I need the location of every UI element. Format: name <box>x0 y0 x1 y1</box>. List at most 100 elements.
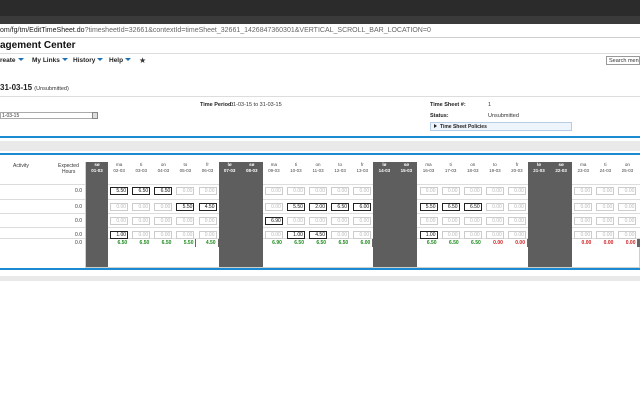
favorite-star-icon[interactable]: ★ <box>139 56 147 65</box>
hours-input[interactable]: 6.00 <box>353 203 372 211</box>
hours-input[interactable]: 0.00 <box>441 231 460 239</box>
day-header: lø 21-03 <box>528 162 550 174</box>
hours-input[interactable]: 0.00 <box>618 187 637 195</box>
hours-input[interactable]: 6.50 <box>154 187 173 195</box>
hours-input[interactable]: 0.00 <box>176 217 195 225</box>
hours-input[interactable]: 0.00 <box>198 231 217 239</box>
menu-create[interactable]: reate <box>0 57 24 64</box>
hours-input[interactable]: 0.00 <box>309 217 327 225</box>
hours-input[interactable]: 0.00 <box>286 217 305 225</box>
hours-input[interactable]: 6.50 <box>441 203 460 211</box>
address-bar[interactable]: om/fg/tm/EditTimeSheet.do?timesheetId=32… <box>0 24 640 38</box>
hours-input[interactable]: 0.00 <box>485 203 504 211</box>
hours-input[interactable]: 0.00 <box>596 231 615 239</box>
hours-input[interactable]: 0.00 <box>507 231 526 239</box>
day-header: ti 03-03 <box>130 162 152 174</box>
hours-input[interactable]: 0.00 <box>507 187 526 195</box>
hours-input[interactable]: 6.50 <box>463 203 482 211</box>
hours-input[interactable]: 0.00 <box>419 217 438 225</box>
hours-input[interactable]: 0.00 <box>110 217 129 225</box>
hours-input[interactable]: 0.00 <box>574 203 593 211</box>
search-menu-input[interactable]: Search menu <box>606 56 640 65</box>
day-date: 21-03 <box>533 168 545 173</box>
day-header: lø 14-03 <box>373 162 395 174</box>
hours-input[interactable]: 1.00 <box>419 231 438 239</box>
hours-input[interactable]: 0.00 <box>176 187 195 195</box>
hours-input[interactable]: 0.00 <box>331 231 350 239</box>
hours-input[interactable]: 0.00 <box>264 187 283 195</box>
sheet-number-value: 1 <box>488 102 492 108</box>
hours-input[interactable]: 0.00 <box>463 187 482 195</box>
hours-input[interactable]: 0.00 <box>463 231 482 239</box>
hours-input[interactable]: 1.00 <box>286 231 305 239</box>
hours-input[interactable]: 0.00 <box>154 217 173 225</box>
hours-input[interactable]: 0.00 <box>441 187 460 195</box>
hours-input[interactable]: 0.00 <box>353 217 372 225</box>
weekend-column: sø 22-03 <box>550 162 573 268</box>
hours-input[interactable]: 0.00 <box>309 187 327 195</box>
time-sheet-policies[interactable]: Time Sheet Policies <box>430 122 572 131</box>
hours-input[interactable]: 0.00 <box>154 203 173 211</box>
hours-input[interactable]: 6.50 <box>132 187 151 195</box>
hours-input[interactable]: 0.00 <box>353 187 372 195</box>
day-header: fr 20-03 <box>506 162 528 174</box>
hours-input[interactable]: 0.00 <box>331 217 350 225</box>
period-input[interactable]: 1-03-15 <box>0 112 97 119</box>
hours-input[interactable]: 5.50 <box>286 203 305 211</box>
hours-input[interactable]: 0.00 <box>353 231 372 239</box>
hours-input[interactable]: 0.00 <box>132 217 151 225</box>
day-header: sø 15-03 <box>395 162 417 174</box>
calendar-icon[interactable] <box>92 112 98 119</box>
hours-input[interactable]: 6.90 <box>264 217 283 225</box>
hours-input[interactable]: 5.50 <box>419 203 438 211</box>
hours-input[interactable]: 4.50 <box>198 203 217 211</box>
url-query: ?timesheetId=32661&contextId=timeSheet_3… <box>84 27 431 34</box>
hours-input[interactable]: 0.00 <box>574 187 593 195</box>
hours-input[interactable]: 0.00 <box>596 203 615 211</box>
hours-input[interactable]: 0.00 <box>618 203 637 211</box>
hours-input[interactable]: 0.00 <box>596 217 615 225</box>
daily-total: 6.50 <box>448 240 459 246</box>
hours-input[interactable]: 0.00 <box>485 187 504 195</box>
hours-input[interactable]: 0.00 <box>618 217 637 225</box>
hours-input[interactable]: 0.00 <box>485 217 504 225</box>
hours-input[interactable]: 0.00 <box>110 203 129 211</box>
hours-input[interactable]: 2.00 <box>309 203 327 211</box>
hours-input[interactable]: 0.00 <box>264 231 283 239</box>
menu-history[interactable]: History <box>73 57 104 64</box>
day-name: lø <box>227 162 232 167</box>
hours-input[interactable]: 0.00 <box>132 231 151 239</box>
hours-input[interactable]: 0.00 <box>331 187 350 195</box>
policies-label: Time Sheet Policies <box>440 124 487 130</box>
hours-input[interactable]: 0.00 <box>419 187 438 195</box>
hours-input[interactable]: 0.00 <box>176 231 195 239</box>
hours-input[interactable]: 0.00 <box>463 217 482 225</box>
hours-input[interactable]: 0.00 <box>618 231 637 239</box>
hours-input[interactable]: 0.00 <box>574 217 593 225</box>
hours-input[interactable]: 0.00 <box>286 187 305 195</box>
hours-input[interactable]: 0.00 <box>154 231 173 239</box>
hours-input[interactable]: 1.00 <box>110 231 129 239</box>
menu-my-links[interactable]: My Links <box>32 57 68 64</box>
hours-input[interactable]: 0.00 <box>596 187 615 195</box>
day-header: on 18-03 <box>462 162 484 174</box>
hours-input[interactable]: 0.00 <box>132 203 151 211</box>
hours-input[interactable]: 0.00 <box>507 203 526 211</box>
day-date: 16-03 <box>422 168 435 173</box>
hours-input[interactable]: 0.00 <box>507 217 526 225</box>
expected-hours-value: 0.0 <box>75 204 82 210</box>
hours-input[interactable]: 4.50 <box>309 231 327 239</box>
hours-input[interactable]: 0.00 <box>198 217 217 225</box>
hours-input[interactable]: 0.00 <box>574 231 593 239</box>
day-name: to <box>338 162 343 167</box>
day-column: ma 16-03 <box>418 162 440 268</box>
hours-input[interactable]: 5.50 <box>176 203 195 211</box>
hours-input[interactable]: 0.00 <box>485 231 504 239</box>
hours-input[interactable]: 6.50 <box>331 203 350 211</box>
hours-input[interactable]: 5.50 <box>110 187 129 195</box>
menu-help[interactable]: Help <box>109 57 132 64</box>
hours-input[interactable]: 0.00 <box>264 203 283 211</box>
hours-input[interactable]: 0.00 <box>441 217 460 225</box>
hours-input[interactable]: 0.00 <box>198 187 217 195</box>
chevron-down-icon <box>17 58 24 61</box>
